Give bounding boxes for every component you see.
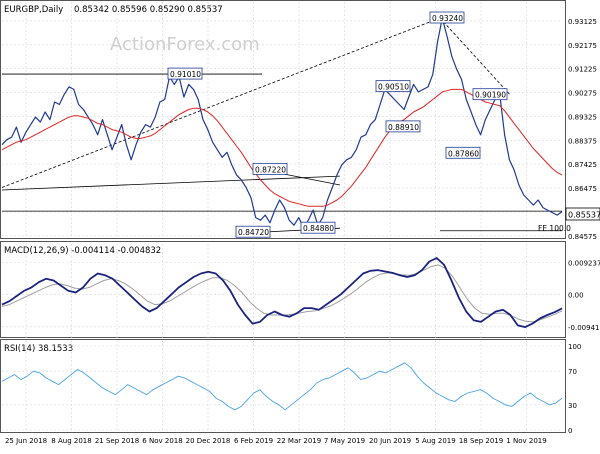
x-tick-label: 20 Dec 2018 bbox=[186, 437, 231, 445]
x-tick-label: 20 Jun 2019 bbox=[369, 437, 411, 445]
y-tick-label: 0.92175 bbox=[568, 42, 597, 50]
y-tick-label: 0.88375 bbox=[568, 137, 597, 145]
x-tick-label: 5 Aug 2019 bbox=[415, 437, 455, 445]
macd-panel-frame bbox=[0, 241, 566, 338]
price-annotation-label: 0.87220 bbox=[255, 165, 286, 174]
price-annotation-box bbox=[472, 88, 508, 101]
fe-label: FE 100.0 bbox=[538, 224, 571, 233]
y-tick-label: 0.90275 bbox=[568, 90, 597, 98]
y-tick-label: 0.84575 bbox=[568, 233, 597, 241]
x-tick-label: 22 Mar 2019 bbox=[277, 437, 321, 445]
trendline-dotted-fall bbox=[439, 17, 511, 95]
price-annotation-label: 0.88910 bbox=[388, 123, 419, 132]
axis-layer: 25 Jun 2018 8 Aug 2018 21 Sep 2018 6 Nov 20… bbox=[5, 18, 600, 445]
x-tick-label: 6 Nov 2018 bbox=[142, 437, 182, 445]
x-tick-label: 1 Nov 2019 bbox=[506, 437, 546, 445]
y-tick-label: 0 bbox=[568, 427, 572, 435]
price-annotation-box bbox=[167, 67, 203, 80]
grid-layer bbox=[2, 2, 562, 432]
price-annotation-box bbox=[252, 162, 288, 175]
ema-series bbox=[1, 88, 563, 207]
price-annotation-label: 0.84880 bbox=[303, 224, 334, 233]
price-annotation-box bbox=[235, 225, 271, 238]
annotation-layer: 0.93240 0.91010 0.90510 0.90190 0.88910 0.878… bbox=[167, 11, 508, 238]
price-annotation-box bbox=[385, 120, 421, 133]
x-tick-label: 18 Sep 2019 bbox=[459, 437, 503, 445]
price-annotation-box bbox=[300, 221, 336, 234]
trendline-dotted-rise bbox=[1, 17, 441, 188]
x-tick-label: 25 Jun 2018 bbox=[5, 437, 47, 445]
current-price-tag: 0.85537 bbox=[568, 211, 600, 220]
y-tick-label: 0.00 bbox=[568, 291, 584, 299]
price-series bbox=[1, 17, 563, 229]
y-tick-label: 70 bbox=[568, 368, 577, 376]
macd-line-series bbox=[1, 257, 563, 329]
price-annotation-label: 0.90190 bbox=[475, 91, 506, 100]
series-layer bbox=[1, 17, 563, 411]
price-annotation-label: 0.91010 bbox=[170, 70, 201, 79]
macd-signal-series bbox=[1, 264, 563, 323]
trendline-lower-channel bbox=[1, 175, 341, 191]
price-annotation-label: 0.84720 bbox=[238, 228, 269, 237]
price-annotation-box bbox=[429, 11, 465, 24]
rsi-panel-frame bbox=[0, 339, 566, 433]
x-tick-label: 8 Aug 2018 bbox=[51, 437, 91, 445]
y-tick-label: 0.89325 bbox=[568, 113, 597, 121]
y-tick-label: 0.91225 bbox=[568, 66, 597, 74]
current-price-tag-box bbox=[565, 207, 600, 221]
price-ohlc: 0.85342 0.85596 0.85290 0.85537 bbox=[74, 5, 223, 15]
x-tick-label: 6 Feb 2019 bbox=[234, 437, 273, 445]
price-annotation-box bbox=[445, 146, 481, 159]
price-annotation-box bbox=[375, 80, 411, 93]
rsi-series bbox=[1, 362, 563, 411]
price-annotation-label: 0.93240 bbox=[432, 14, 463, 23]
price-annotation-label: 0.87860 bbox=[448, 149, 479, 158]
y-tick-label: 0.009237 bbox=[568, 259, 600, 267]
y-tick-label: 30 bbox=[568, 402, 577, 410]
watermark: ActionForex.com bbox=[110, 34, 260, 55]
y-tick-label: 0.93125 bbox=[568, 18, 597, 26]
y-tick-label: -0.009413 bbox=[568, 324, 600, 332]
y-tick-label: 0.86475 bbox=[568, 185, 597, 193]
trendline-layer bbox=[1, 17, 562, 233]
y-tick-label: 0.87425 bbox=[568, 161, 597, 169]
price-panel-frame bbox=[0, 0, 566, 239]
rsi-header: RSI(14) 38.1533 bbox=[4, 344, 73, 354]
price-header: EURGBP,Daily bbox=[4, 5, 63, 15]
macd-header: MACD(12,26,9) -0.004114 -0.004832 bbox=[4, 246, 161, 256]
x-tick-label: 21 Sep 2018 bbox=[95, 437, 139, 445]
x-tick-label: 7 May 2019 bbox=[324, 437, 365, 445]
y-tick-label: 100 bbox=[568, 343, 581, 351]
price-annotation-label: 0.90510 bbox=[378, 83, 409, 92]
